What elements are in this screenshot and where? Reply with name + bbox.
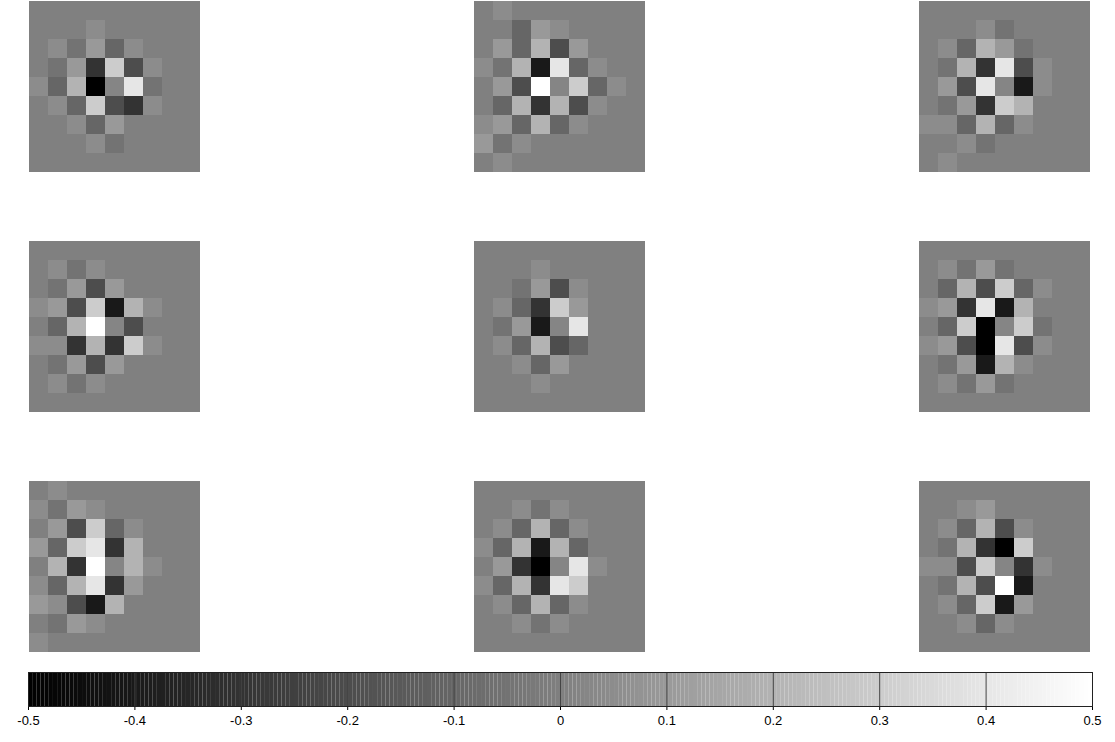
svg-text:-0.4: -0.4 (124, 713, 146, 728)
svg-text:0.3: 0.3 (871, 713, 889, 728)
svg-text:0.1: 0.1 (658, 713, 676, 728)
svg-text:-0.1: -0.1 (443, 713, 465, 728)
svg-text:0: 0 (557, 713, 564, 728)
svg-text:0.4: 0.4 (977, 713, 995, 728)
svg-text:-0.2: -0.2 (336, 713, 358, 728)
svg-text:0.5: 0.5 (1083, 713, 1101, 728)
svg-text:0.2: 0.2 (764, 713, 782, 728)
svg-text:-0.3: -0.3 (230, 713, 252, 728)
svg-text:-0.5: -0.5 (17, 713, 39, 728)
